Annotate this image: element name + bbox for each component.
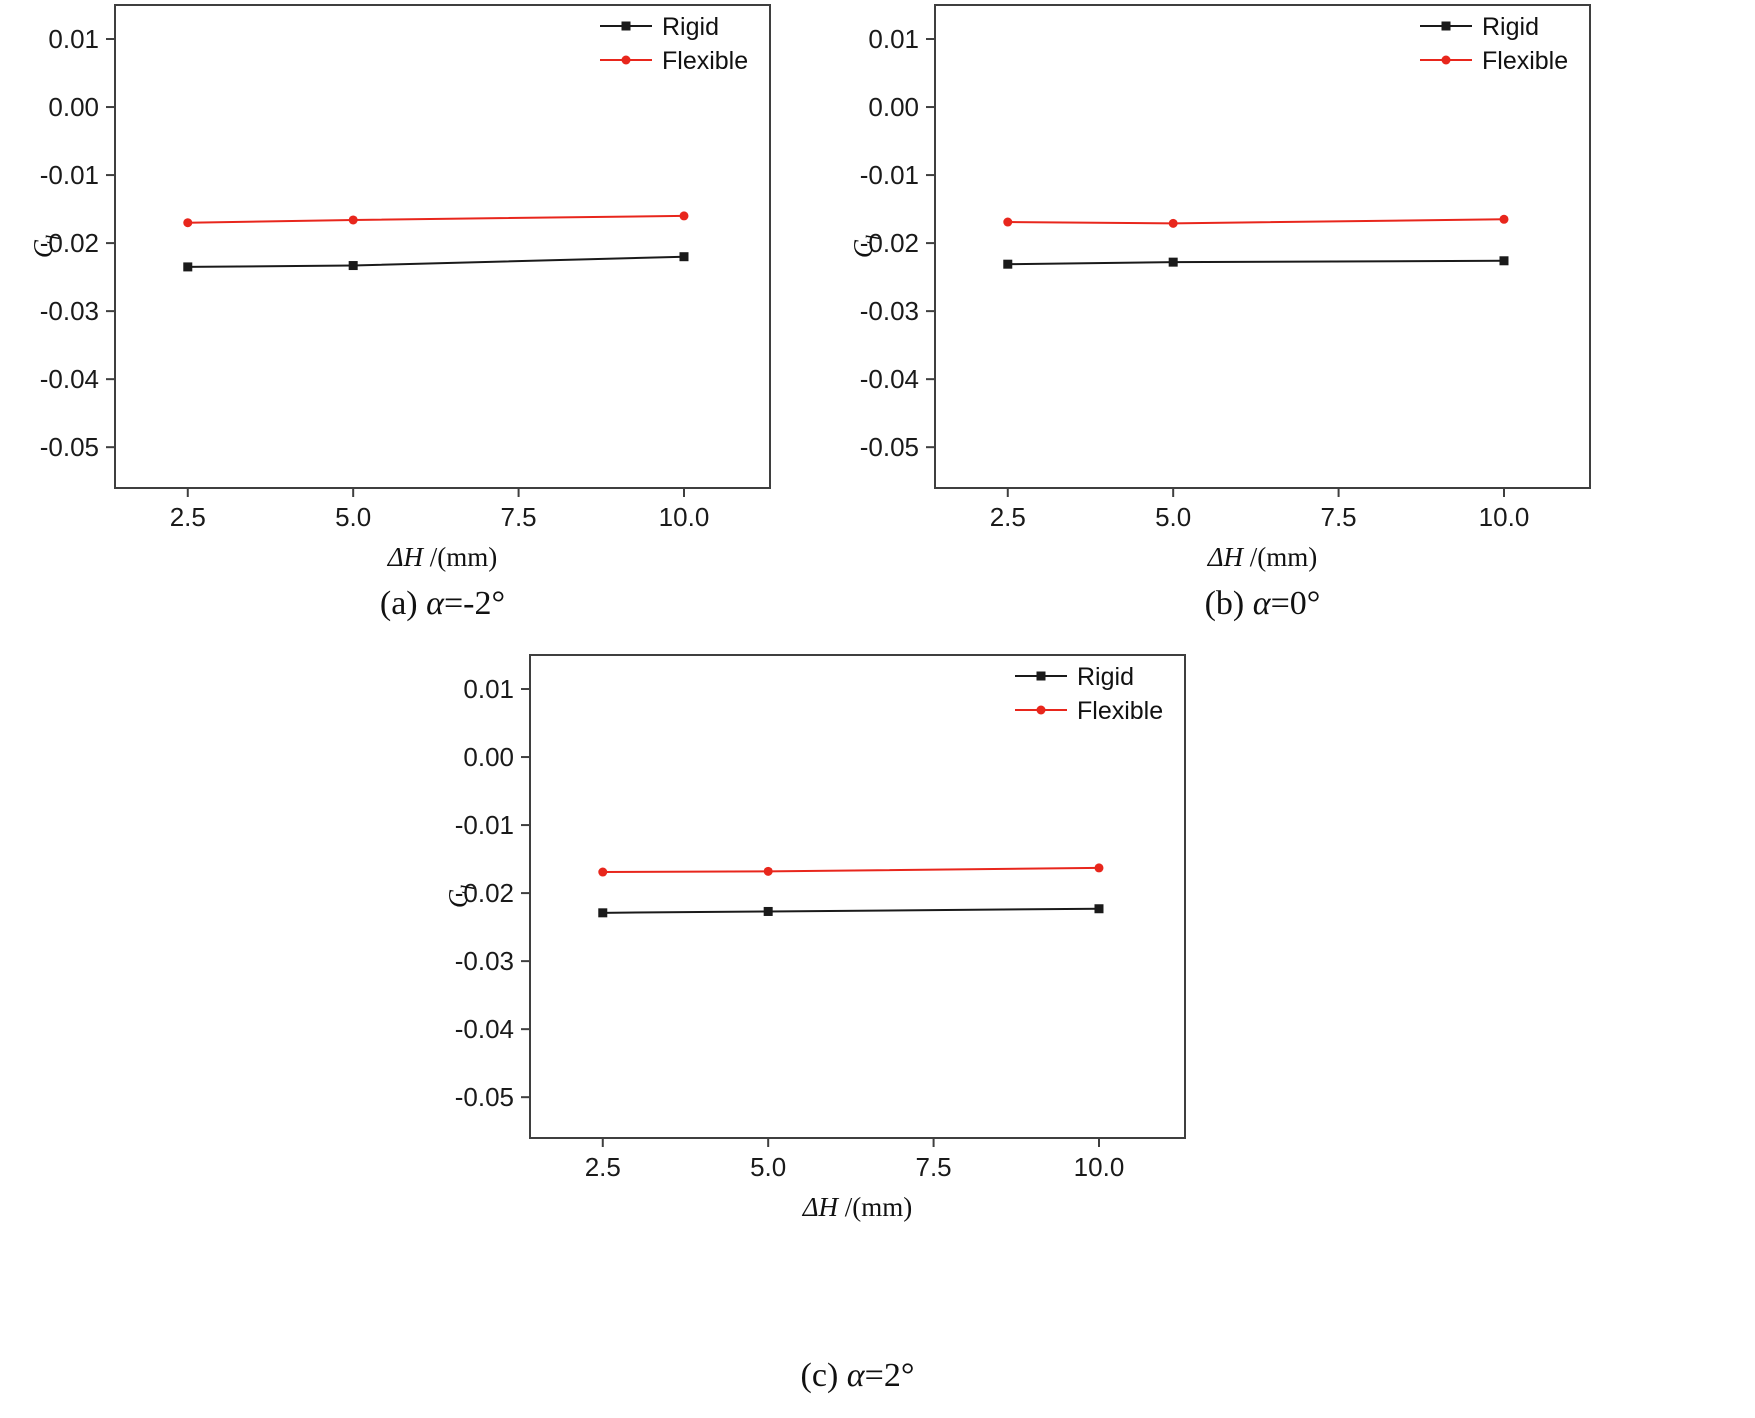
y-tick-label: -0.01 — [40, 160, 99, 190]
y-axis-label: Cl — [848, 235, 884, 258]
rigid-square-marker — [598, 908, 608, 918]
x-axis-label: ΔH /(mm) — [802, 1192, 913, 1222]
rigid-square-marker — [183, 262, 193, 272]
y-tick-label: 0.01 — [868, 24, 919, 54]
rigid-square-marker — [679, 252, 689, 262]
x-tick-label: 7.5 — [1321, 502, 1357, 532]
y-tick-label: -0.01 — [455, 810, 514, 840]
rigid-square-marker — [1441, 21, 1451, 31]
chart-b: 2.5 5.0 7.5 10.0 0.01 0.00 -0.01 -0.02 -0.03 -0.0… — [820, 0, 1610, 623]
y-tick-label: 0.00 — [868, 92, 919, 122]
flexible-series-line — [187, 214, 685, 224]
chart-a-caption-alpha: α — [426, 585, 444, 622]
x-tick-label: 10.0 — [1479, 502, 1530, 532]
x-tick-label: 5.0 — [335, 502, 371, 532]
y-tick-label: -0.02 — [455, 878, 514, 908]
y-tick-label: -0.05 — [860, 432, 919, 462]
flexible-circle-marker — [679, 211, 689, 221]
rigid-square-marker — [1499, 256, 1509, 266]
x-axis-label: ΔH /(mm) — [387, 542, 498, 572]
flexible-circle-marker — [1441, 55, 1451, 65]
y-tick-label: -0.01 — [860, 160, 919, 190]
legend-rigid-label: Rigid — [1482, 13, 1539, 41]
chart-c-canvas: 2.5 5.0 7.5 10.0 0.01 0.00 -0.01 -0.02 -0.03 -0.0… — [443, 654, 1186, 1222]
chart-c-caption-alpha: α — [846, 1357, 865, 1394]
x-tick-label: 2.5 — [170, 502, 206, 532]
rigid-square-marker — [1036, 671, 1046, 681]
flexible-circle-marker — [183, 218, 193, 228]
rigid-series-line — [1007, 259, 1504, 266]
chart-b-caption-prefix: (b) — [1204, 585, 1253, 622]
plot-frame — [114, 4, 771, 489]
legend-rigid-label: Rigid — [662, 13, 719, 41]
y-tick-label: 0.00 — [463, 742, 514, 772]
flexible-circle-marker — [621, 55, 631, 65]
plot-frame — [934, 4, 1591, 489]
rigid-square-marker — [763, 906, 773, 916]
y-tick-label: -0.04 — [860, 364, 919, 394]
flexible-circle-marker — [348, 215, 358, 225]
y-tick-label: 0.00 — [48, 92, 99, 122]
y-tick-label: -0.04 — [455, 1014, 514, 1044]
flexible-circle-marker — [763, 866, 773, 876]
x-tick-label: 2.5 — [585, 1152, 621, 1182]
x-tick-label: 5.0 — [750, 1152, 786, 1182]
y-tick-label: -0.03 — [860, 296, 919, 326]
y-tick-label: -0.03 — [455, 946, 514, 976]
y-axis-label: Cl — [28, 235, 64, 258]
legend-flexible-label: Flexible — [1482, 47, 1568, 75]
x-tick-label: 10.0 — [659, 502, 710, 532]
flexible-circle-marker — [598, 867, 608, 877]
x-axis-label: ΔH /(mm) — [1207, 542, 1318, 572]
chart-a-canvas: 2.5 5.0 7.5 10.0 0.01 0.00 -0.01 -0.02 -0.03 -0.0… — [28, 4, 771, 572]
chart-a: 2.5 5.0 7.5 10.0 0.01 0.00 -0.01 -0.02 -0.03 -0.0… — [0, 0, 790, 623]
x-tick-label: 2.5 — [990, 502, 1026, 532]
flexible-circle-marker — [1003, 217, 1013, 227]
rigid-square-marker — [1094, 904, 1104, 914]
y-tick-label: -0.02 — [40, 228, 99, 258]
y-tick-label: -0.02 — [860, 228, 919, 258]
rigid-square-marker — [1168, 257, 1178, 267]
rigid-series-line — [187, 255, 685, 268]
flexible-circle-marker — [1499, 214, 1509, 224]
chart-b-caption-rest: =0° — [1270, 585, 1321, 622]
chart-b-caption-alpha: α — [1252, 585, 1271, 622]
legend-rigid-label: Rigid — [1077, 663, 1134, 691]
y-tick-label: -0.03 — [40, 296, 99, 326]
legend-flexible-label: Flexible — [1077, 697, 1163, 725]
chart-c-caption: (c) α=2° — [530, 1357, 1185, 1395]
y-tick-label: -0.05 — [455, 1082, 514, 1112]
chart-b-canvas: 2.5 5.0 7.5 10.0 0.01 0.00 -0.01 -0.02 -0.03 -0.0… — [848, 4, 1591, 572]
chart-c-caption-prefix: (c) — [800, 1357, 847, 1394]
flexible-series-line — [602, 866, 1100, 874]
legend-flexible-label: Flexible — [662, 47, 748, 75]
y-axis-label: Cl — [443, 885, 479, 908]
y-tick-label: 0.01 — [463, 674, 514, 704]
chart-a-caption-rest: =-2° — [444, 585, 506, 622]
chart-c-caption-rest: =2° — [864, 1357, 915, 1394]
y-tick-label: 0.01 — [48, 24, 99, 54]
rigid-square-marker — [1003, 259, 1013, 269]
chart-c: 2.5 5.0 7.5 10.0 0.01 0.00 -0.01 -0.02 -0.03 -0.0… — [415, 650, 1205, 1395]
rigid-series-line — [602, 907, 1099, 914]
y-tick-label: -0.04 — [40, 364, 99, 394]
x-tick-label: 7.5 — [501, 502, 537, 532]
x-tick-label: 5.0 — [1155, 502, 1191, 532]
x-tick-label: 7.5 — [916, 1152, 952, 1182]
y-tick-label: -0.05 — [40, 432, 99, 462]
chart-a-caption-prefix: (a) — [379, 585, 427, 622]
flexible-circle-marker — [1094, 863, 1104, 873]
flexible-circle-marker — [1036, 705, 1046, 715]
rigid-square-marker — [348, 261, 358, 271]
plot-frame — [529, 654, 1186, 1139]
flexible-circle-marker — [1168, 218, 1178, 228]
x-tick-label: 10.0 — [1074, 1152, 1125, 1182]
rigid-square-marker — [621, 21, 631, 31]
chart-b-caption: (b) α=0° — [935, 585, 1590, 623]
flexible-series-line — [1007, 218, 1505, 225]
chart-a-caption: (a) α=-2° — [115, 585, 770, 623]
